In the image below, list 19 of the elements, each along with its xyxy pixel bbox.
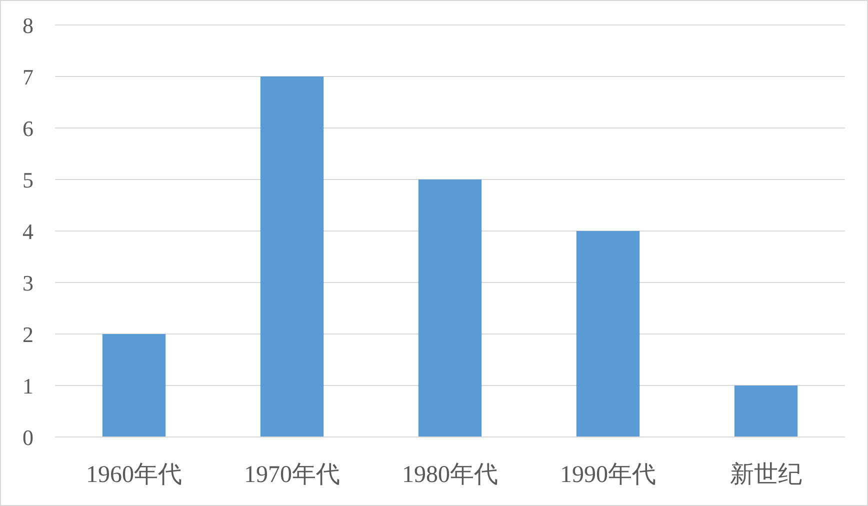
bar	[102, 334, 166, 437]
y-tick-label: 7	[22, 64, 34, 90]
y-tick-label: 8	[22, 13, 34, 38]
y-tick-label: 4	[22, 219, 34, 244]
bar	[260, 76, 324, 437]
y-tick-label: 6	[22, 116, 34, 141]
x-tick-label: 1970年代	[244, 462, 340, 488]
x-tick-label: 1980年代	[402, 462, 498, 488]
bar	[418, 180, 482, 437]
y-tick-label: 3	[22, 270, 34, 296]
x-tick-label: 1960年代	[86, 462, 182, 488]
x-tick-label: 1990年代	[560, 462, 656, 488]
y-tick-label: 1	[22, 374, 34, 398]
x-tick-label: 新世纪	[730, 461, 802, 488]
y-tick-label: 2	[22, 322, 34, 347]
y-tick-label: 0	[22, 425, 34, 450]
bar	[576, 231, 640, 437]
bar	[734, 386, 798, 437]
y-tick-label: 5	[22, 168, 34, 192]
